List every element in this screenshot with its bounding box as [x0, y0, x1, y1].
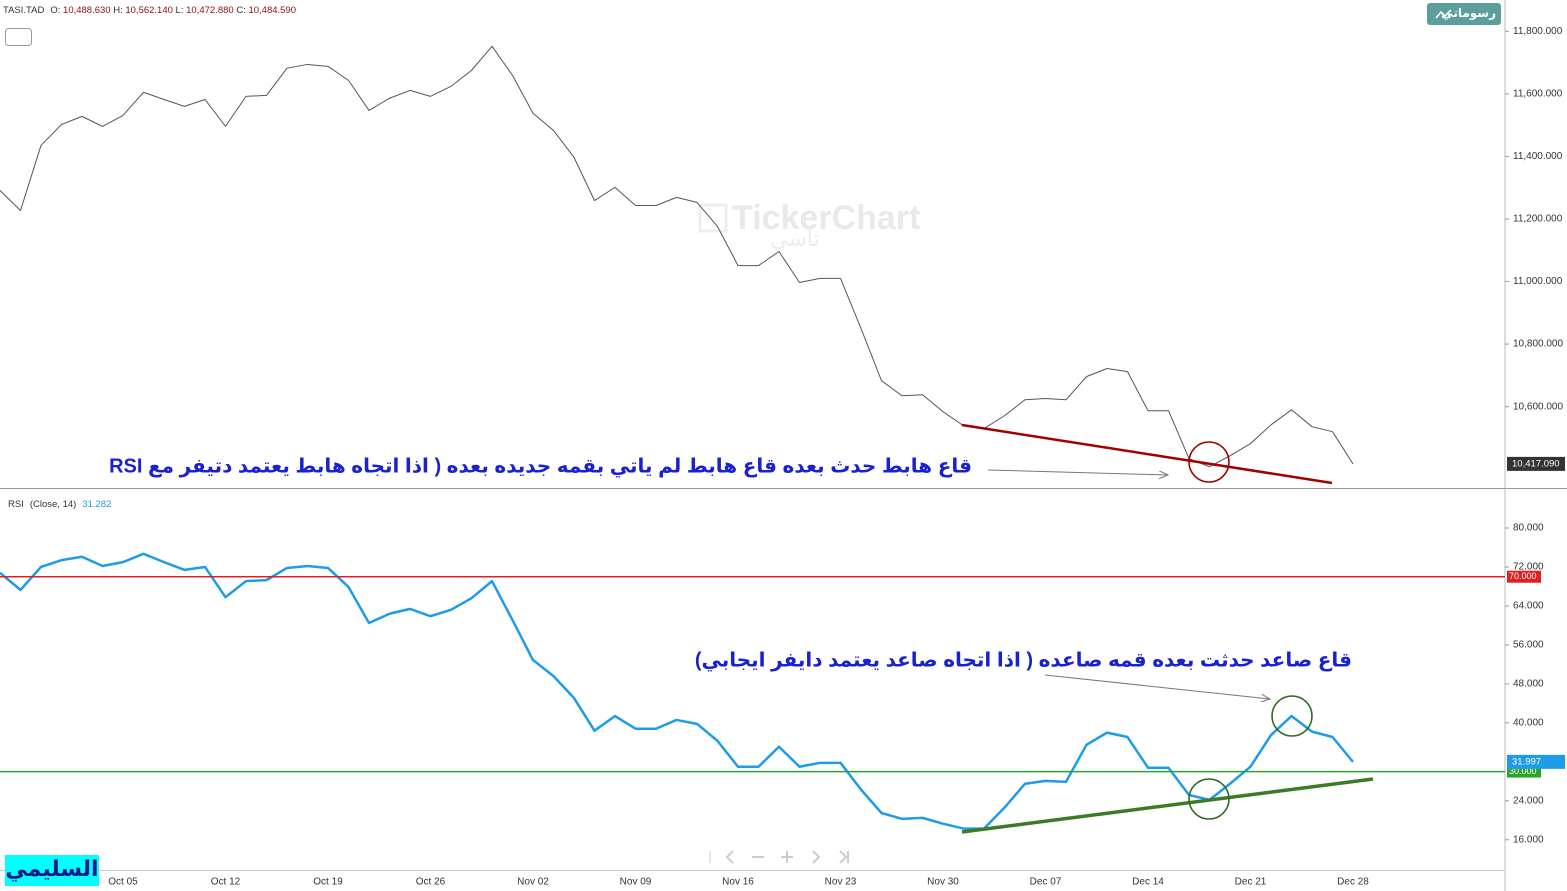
field-name: C: — [236, 5, 246, 16]
y-tick-label: 11,800.000 — [1513, 26, 1563, 37]
x-tick-label: Dec 14 — [1132, 877, 1164, 888]
x-tick-label: Nov 09 — [620, 877, 652, 888]
series-line — [0, 552, 1354, 830]
level-badge — [1507, 570, 1541, 583]
x-tick-label: Nov 30 — [927, 877, 959, 888]
author: السليمي — [5, 856, 98, 882]
arrow — [1044, 674, 1270, 699]
y-tick-label: 56.000 — [1513, 640, 1544, 651]
field-value: 10,484.590 — [248, 5, 296, 16]
field-name: L: — [176, 5, 184, 16]
field-name: H: — [113, 5, 123, 16]
field-value: 10,562.140 — [125, 5, 173, 16]
annotations: قاع هابط حدث بعده قاع هابط لم ياتي بقمه … — [109, 423, 1374, 834]
field-value: 10,472.880 — [186, 5, 234, 16]
y-tick-label: 11,200.000 — [1513, 214, 1563, 225]
rsi-pane — [0, 552, 1354, 830]
x-tick-label: Dec 07 — [1030, 877, 1062, 888]
level-label: 30.000 — [1509, 766, 1537, 776]
legend-name: RSI — [8, 499, 24, 510]
price-pane — [0, 45, 1354, 468]
x-tick-label: Nov 23 — [825, 877, 857, 888]
field-name: O: — [50, 5, 60, 16]
last-value-label: 10,417.090 — [1512, 458, 1560, 469]
field-value: 10,488.630 — [63, 5, 111, 16]
y-tick-label: 16.000 — [1513, 834, 1544, 845]
y-tick-label: 24.000 — [1513, 795, 1544, 806]
watermark-sub: تاسي — [770, 226, 820, 252]
header: TASI.TAD O: 10,488.630 H: 10,562.140 L: 1… — [3, 5, 296, 16]
y-tick-label: 11,000.000 — [1513, 276, 1563, 287]
watermark-text: TickerChart — [732, 199, 920, 237]
last-value-badge — [1507, 754, 1565, 769]
x-tick-label: Dec 21 — [1235, 877, 1267, 888]
y-tick-label: 10,600.000 — [1513, 401, 1563, 412]
y-tick-label: 80.000 — [1513, 523, 1544, 534]
author-badge: السليمي — [5, 855, 99, 886]
x-tick-label: Dec 28 — [1337, 877, 1369, 888]
circle — [1188, 778, 1230, 820]
x-tick-label: Nov 16 — [722, 877, 754, 888]
x-tick-label: Nov 02 — [517, 877, 549, 888]
circle — [1188, 441, 1230, 483]
x-tick-label: Oct 12 — [211, 877, 241, 888]
x-tick-label: Oct 19 — [313, 877, 343, 888]
series-line — [0, 45, 1354, 468]
y-tick-label: 64.000 — [1513, 601, 1544, 612]
nav-toolbar[interactable] — [709, 850, 849, 864]
symbol: TASI.TAD — [3, 5, 44, 16]
x-tick-label: Oct 26 — [416, 877, 446, 888]
annotation: قاع صاعد حدثت بعده قمه صاعده ( اذا اتجاه… — [695, 649, 1352, 672]
annotation: قاع هابط حدث بعده قاع هابط لم ياتي بقمه … — [109, 455, 972, 478]
last-value-label: 31.997 — [1512, 756, 1541, 767]
watermark: TickerChart تاسي — [698, 199, 920, 252]
legend-value: 31.282 — [82, 499, 111, 510]
arrow — [987, 469, 1168, 475]
circle — [1271, 695, 1313, 737]
y-tick-label: 10,800.000 — [1513, 339, 1563, 350]
button-label[interactable]: رسوماتي — [1441, 6, 1496, 21]
legend-params: (Close, 14) — [30, 499, 76, 510]
x-tick-label: Oct 05 — [108, 877, 138, 888]
y-tick-label: 40.000 — [1513, 718, 1544, 729]
y-tick-label: 11,400.000 — [1513, 151, 1563, 162]
y-tick-label: 48.000 — [1513, 679, 1544, 690]
level-label: 70.000 — [1509, 571, 1537, 581]
toggle-box[interactable] — [5, 28, 32, 46]
my-drawings-button[interactable]: رسوماتي — [1427, 3, 1501, 25]
trend-line — [961, 423, 1333, 485]
trend-line — [961, 777, 1374, 834]
legend: RSI (Close, 14) 31.282 — [8, 499, 111, 510]
y-tick-label: 72.000 — [1513, 562, 1544, 573]
last-value-badge — [1507, 456, 1565, 471]
y-tick-label: 11,600.000 — [1513, 88, 1563, 99]
